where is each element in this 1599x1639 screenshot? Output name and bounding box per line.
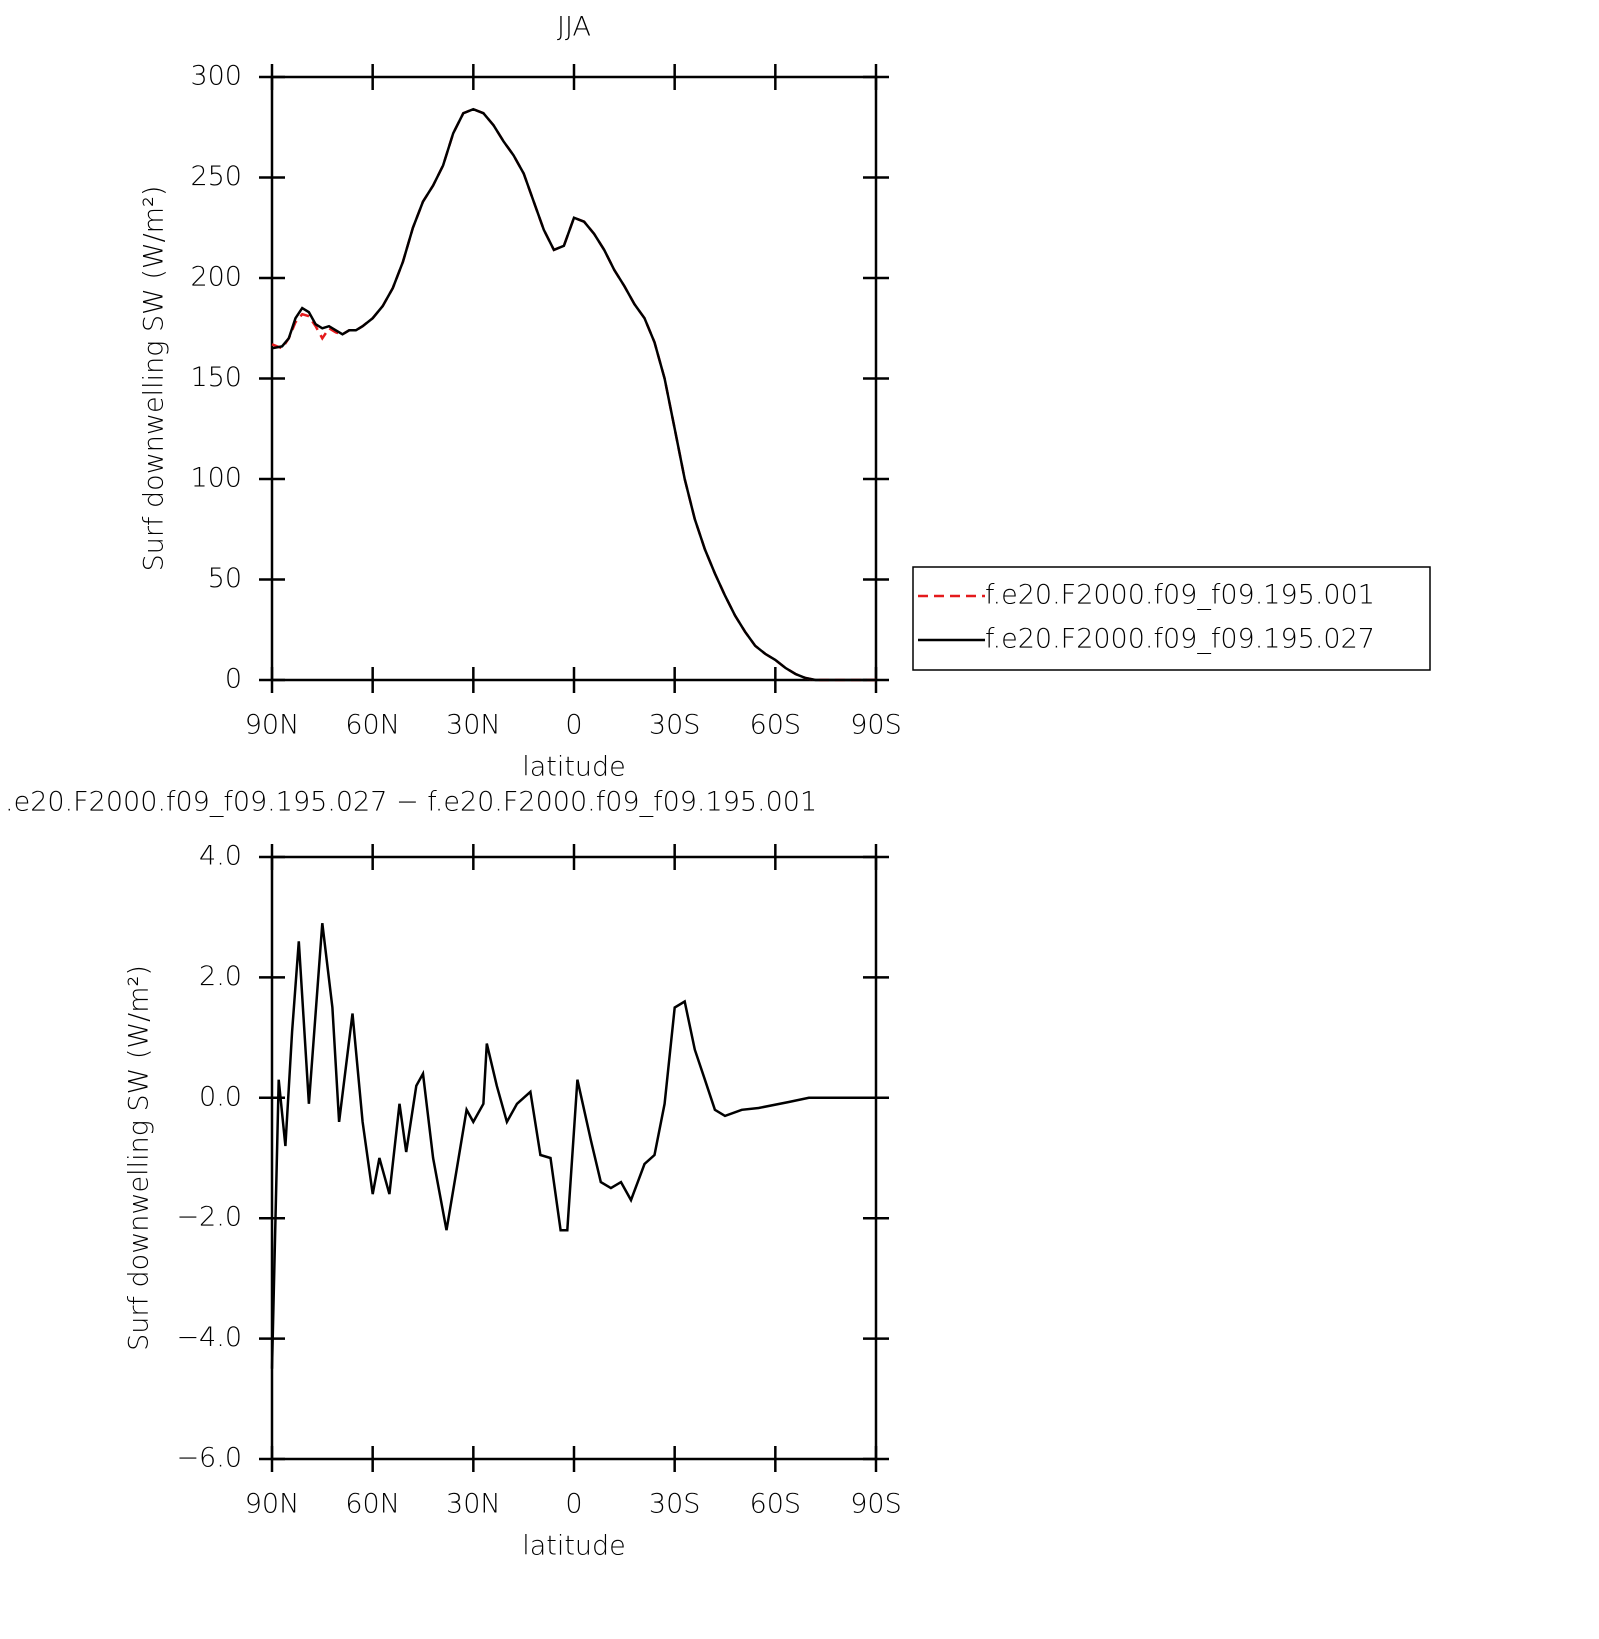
x-tick-label: 60S [750,1489,802,1520]
x-tick-label: 90N [245,1489,300,1520]
data-line [270,923,876,1369]
x-tick-label: 0 [565,710,582,741]
y-tick-label: −6.0 [176,1443,242,1474]
x-tick-label: 90S [850,710,902,741]
y-tick-label: −2.0 [176,1202,242,1233]
y-tick-label: 250 [190,161,242,192]
x-axis-label: latitude [522,1531,626,1562]
x-tick-label: 60N [345,1489,400,1520]
chart-title: JJA [557,12,591,43]
legend-box [912,566,1431,671]
x-tick-label: 30S [649,1489,701,1520]
y-tick-label: 0 [225,664,242,695]
y-tick-label: 50 [208,563,242,594]
x-tick-label: 0 [565,1489,582,1520]
legend-label: f.e20.F2000.f09_f09.195.001 [985,580,1375,611]
x-tick-label: 30N [446,710,501,741]
y-tick-label: −4.0 [176,1322,242,1353]
y-axis-label: Surf downwelling SW (W/m²) [124,965,155,1351]
x-tick-label: 60S [750,710,802,741]
data-line [271,107,876,682]
y-tick-label: 2.0 [199,961,242,992]
y-axis-label: Surf downwelling SW (W/m²) [139,186,170,572]
x-tick-label: 90N [245,710,300,741]
x-axis-label: latitude [522,752,626,783]
y-tick-label: 150 [190,362,242,393]
y-tick-label: 200 [190,262,242,293]
x-tick-label: 30N [446,1489,501,1520]
plot-frame [270,75,878,682]
data-line [271,107,876,682]
legend-label: f.e20.F2000.f09_f09.195.027 [985,624,1375,655]
chart-title: .e20.F2000.f09_f09.195.027 − f.e20.F2000… [5,787,817,818]
x-tick-label: 90S [850,1489,902,1520]
y-tick-label: 0.0 [199,1081,242,1112]
y-tick-label: 4.0 [199,841,242,872]
x-tick-label: 60N [345,710,400,741]
plot-frame [270,855,878,1461]
y-tick-label: 100 [190,463,242,494]
y-tick-label: 300 [190,61,242,92]
x-tick-label: 30S [649,710,701,741]
